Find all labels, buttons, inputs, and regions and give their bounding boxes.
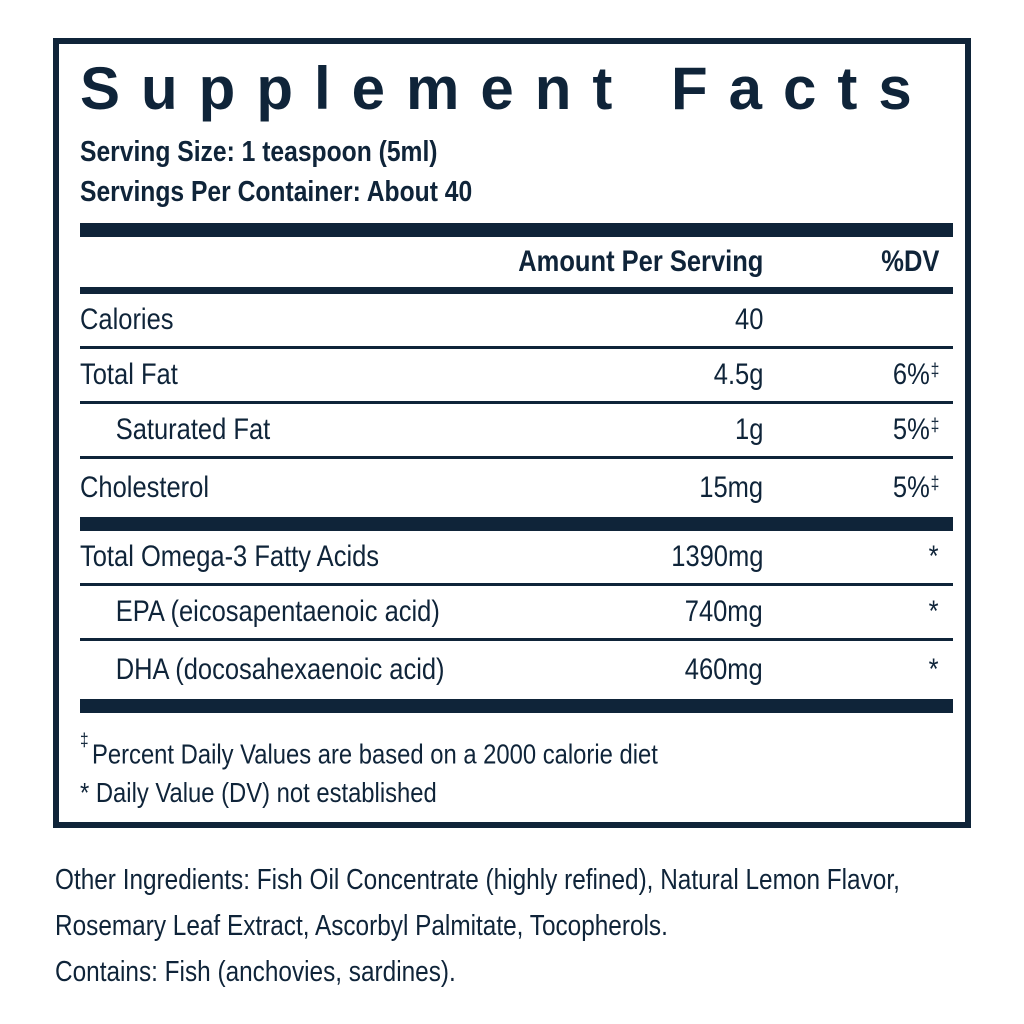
nutrient-name: DHA (docosahexaenoic acid) xyxy=(115,653,445,686)
mid-divider-bar xyxy=(80,517,953,531)
table-row-epa: EPA (eicosapentaenoic acid) 740mg * xyxy=(80,586,953,641)
nutrient-amount: 460mg xyxy=(685,653,763,686)
nutrient-name: Cholesterol xyxy=(80,471,209,504)
footnotes-section: ‡ Percent Daily Values are based on a 200… xyxy=(80,728,953,812)
other-ingredients-section: Other Ingredients: Fish Oil Concentrate … xyxy=(55,857,900,995)
table-row-saturated-fat: Saturated Fat 1g 5%‡ xyxy=(80,404,953,459)
footnote-not-established: * Daily Value (DV) not established xyxy=(80,777,437,809)
nutrient-amount: 15mg xyxy=(699,471,763,504)
nutrient-dv: * xyxy=(928,653,939,686)
nutrient-amount: 740mg xyxy=(685,595,763,628)
nutrient-dv: 5%‡ xyxy=(892,471,940,504)
nutrient-amount: 1390mg xyxy=(670,540,763,573)
nutrient-name: Total Omega-3 Fatty Acids xyxy=(80,540,380,573)
dagger-symbol: ‡ xyxy=(80,729,89,750)
header-rule xyxy=(80,287,953,294)
nutrient-dv: * xyxy=(928,540,939,573)
nutrient-dv xyxy=(792,303,954,337)
table-row-dha: DHA (docosahexaenoic acid) 460mg * xyxy=(80,641,953,699)
bottom-divider-bar xyxy=(80,699,953,713)
nutrient-amount: 4.5g xyxy=(713,358,763,391)
amount-column-header: Amount Per Serving xyxy=(517,245,763,278)
nutrient-name: EPA (eicosapentaenoic acid) xyxy=(115,595,440,628)
table-row-omega3: Total Omega-3 Fatty Acids 1390mg * xyxy=(80,531,953,586)
footnote-text: Percent Daily Values are based on a 2000… xyxy=(92,738,658,770)
nutrient-dv: * xyxy=(928,595,939,628)
footnote-daily-values: ‡ Percent Daily Values are based on a 200… xyxy=(80,728,822,773)
table-header-row: Amount Per Serving %DV xyxy=(80,237,953,287)
other-ingredients-line-2: Rosemary Leaf Extract, Ascorbyl Palmitat… xyxy=(55,910,668,942)
nutrient-name: Saturated Fat xyxy=(115,413,271,446)
panel-title: Supplement Facts xyxy=(80,55,933,122)
servings-per-container-line: Servings Per Container: About 40 xyxy=(80,176,473,208)
other-ingredients-line-1: Other Ingredients: Fish Oil Concentrate … xyxy=(55,864,900,896)
top-divider-bar xyxy=(80,223,953,237)
table-row-calories: Calories 40 xyxy=(80,294,953,349)
supplement-facts-panel: Supplement Facts Serving Size: 1 teaspoo… xyxy=(53,38,971,828)
nutrient-amount: 1g xyxy=(734,413,763,446)
table-row-total-fat: Total Fat 4.5g 6%‡ xyxy=(80,349,953,404)
contains-line: Contains: Fish (anchovies, sardines). xyxy=(55,956,456,988)
nutrient-amount: 40 xyxy=(734,303,763,336)
nutrient-dv: 6%‡ xyxy=(892,358,940,391)
table-row-cholesterol: Cholesterol 15mg 5%‡ xyxy=(80,459,953,517)
nutrient-dv: 5%‡ xyxy=(892,413,940,446)
nutrient-name: Total Fat xyxy=(80,358,178,391)
dv-column-header: %DV xyxy=(881,245,940,278)
nutrient-name: Calories xyxy=(80,303,174,336)
serving-size-line: Serving Size: 1 teaspoon (5ml) xyxy=(80,136,438,168)
